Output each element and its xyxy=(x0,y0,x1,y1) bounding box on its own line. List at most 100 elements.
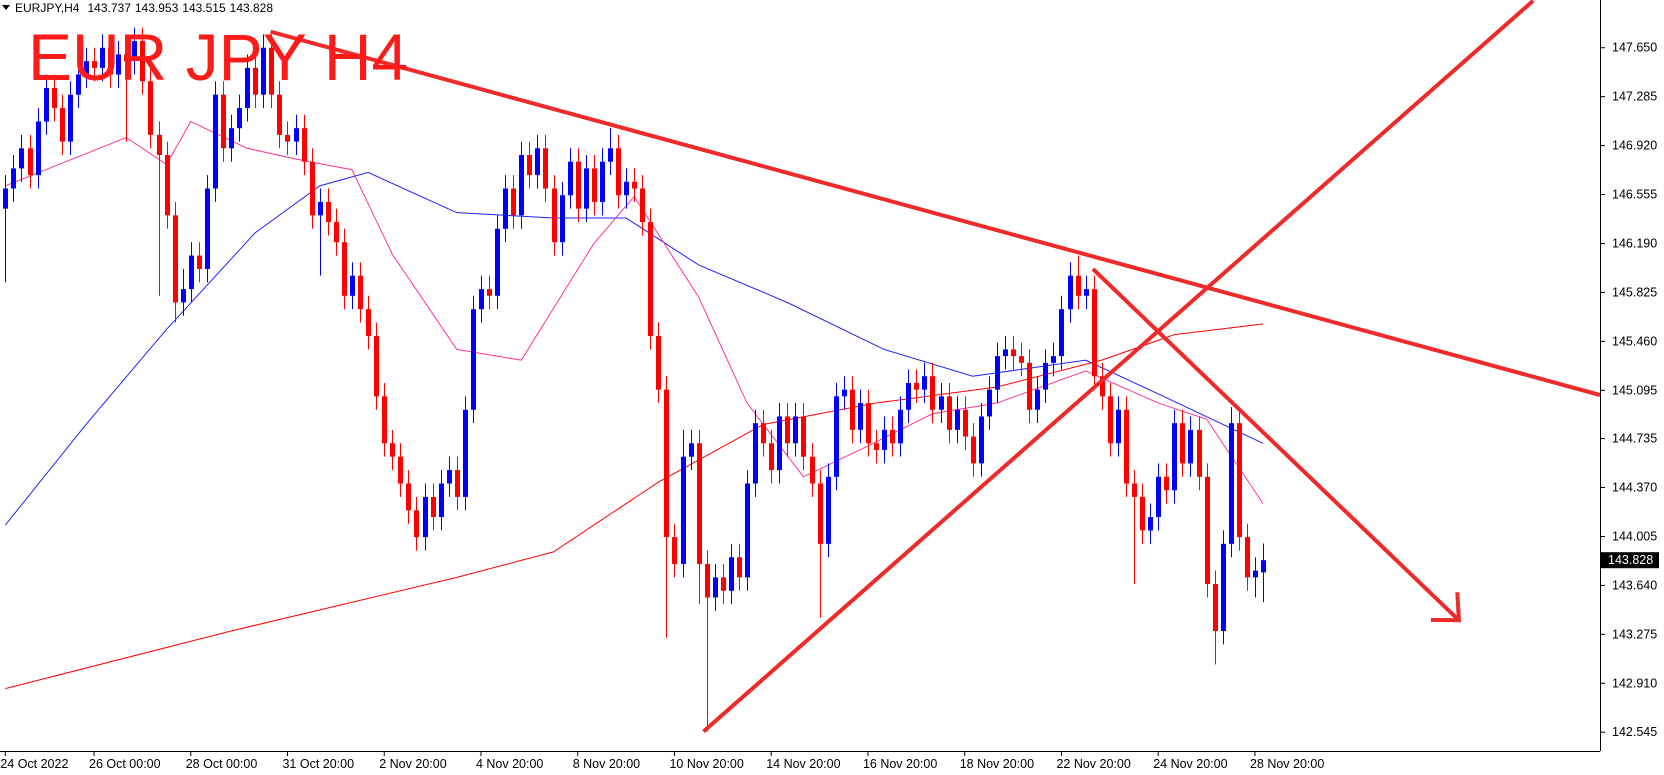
candle-body xyxy=(552,188,557,243)
candle-body xyxy=(1180,423,1185,464)
y-tick-label: 146.190 xyxy=(1612,236,1657,250)
candle-body xyxy=(689,443,694,457)
y-tick-label: 144.735 xyxy=(1612,432,1657,446)
candle-body xyxy=(1221,543,1226,631)
x-tick-label: 16 Nov 20:00 xyxy=(863,757,937,771)
candle-body xyxy=(721,577,726,591)
candle-body xyxy=(1245,537,1250,578)
y-tick-label: 145.825 xyxy=(1612,285,1657,299)
candle-body xyxy=(245,67,250,109)
x-tick-label: 28 Nov 20:00 xyxy=(1250,757,1324,771)
x-tick-label: 2 Nov 20:00 xyxy=(379,757,446,771)
candle-body xyxy=(455,470,460,497)
x-tick-label: 24 Nov 20:00 xyxy=(1153,757,1227,771)
candle-body xyxy=(28,148,33,176)
candle-body xyxy=(648,222,653,337)
arrow-head xyxy=(1430,592,1462,623)
candle-body xyxy=(834,396,839,477)
candle-body xyxy=(1059,309,1064,357)
candle-body xyxy=(1116,409,1121,444)
candle-body xyxy=(850,389,855,430)
candle-body xyxy=(1084,289,1089,296)
candle-body xyxy=(1156,476,1161,518)
candle-body xyxy=(1051,356,1056,363)
open-quote: 143.737 xyxy=(87,1,131,15)
y-tick-label: 143.640 xyxy=(1612,578,1657,592)
candle-body xyxy=(1011,349,1016,357)
candle-body xyxy=(1188,429,1193,464)
candle-body xyxy=(213,94,218,189)
candle-body xyxy=(108,47,113,75)
candle-body xyxy=(221,94,226,149)
candle-body xyxy=(302,128,307,162)
candle-body xyxy=(1043,362,1048,390)
candle-body xyxy=(374,336,379,397)
candle-body xyxy=(3,188,8,209)
y-tick-label: 142.545 xyxy=(1612,725,1657,739)
candle-body xyxy=(769,443,774,471)
candle-body xyxy=(84,61,89,75)
y-tick-label: 147.285 xyxy=(1612,90,1657,104)
candle-body xyxy=(44,87,49,122)
candle-body xyxy=(793,416,798,444)
x-tick-label: 10 Nov 20:00 xyxy=(669,757,743,771)
candle-body xyxy=(535,148,540,176)
candle-body xyxy=(672,537,677,564)
candle-body xyxy=(713,577,718,598)
y-tick-label: 142.910 xyxy=(1612,676,1657,690)
candle-body xyxy=(157,134,162,156)
moving-average xyxy=(5,323,1264,690)
candle-body xyxy=(1148,517,1153,531)
candle-body xyxy=(406,483,411,511)
candle-body xyxy=(414,510,419,538)
candle-body xyxy=(116,54,121,75)
close-quote: 143.828 xyxy=(230,1,274,15)
candle-body xyxy=(439,483,444,518)
menu-triangle[interactable] xyxy=(2,5,10,10)
candle-body xyxy=(955,409,960,430)
candle-body xyxy=(1124,409,1129,484)
candle-body xyxy=(866,403,871,444)
chart-title: EUR JPY H4 xyxy=(28,20,408,94)
candle-body xyxy=(1108,396,1113,444)
candle-body xyxy=(745,483,750,578)
candle-body xyxy=(632,181,637,189)
candle-body xyxy=(277,94,282,135)
candle-body xyxy=(979,416,984,464)
candle-body xyxy=(971,436,976,464)
candle-body xyxy=(947,396,952,430)
candle-body xyxy=(1197,429,1202,477)
candle-body xyxy=(898,409,903,444)
candle-body xyxy=(681,456,686,564)
symbol: EURJPY,H4 xyxy=(15,1,80,15)
x-tick-label: 14 Nov 20:00 xyxy=(766,757,840,771)
x-tick-label: 22 Nov 20:00 xyxy=(1056,757,1130,771)
candle-body xyxy=(181,289,186,303)
candle-body xyxy=(350,275,355,296)
y-tick-label: 145.460 xyxy=(1612,334,1657,348)
candle-body xyxy=(1132,483,1137,497)
candle-body xyxy=(390,443,395,457)
candle-body xyxy=(318,201,323,216)
candle-body xyxy=(1076,275,1081,296)
candle-body xyxy=(463,409,468,497)
candle-body xyxy=(939,396,944,410)
candle-body xyxy=(92,61,97,68)
candle-body xyxy=(1092,289,1097,377)
candle-body xyxy=(503,188,508,229)
candle-body xyxy=(874,443,879,450)
candle-body xyxy=(737,557,742,578)
candle-body xyxy=(68,94,73,142)
candle-body xyxy=(1027,362,1032,410)
candle-body xyxy=(890,429,895,444)
low-quote: 143.515 xyxy=(182,1,226,15)
plot-area xyxy=(3,0,1600,734)
candle-body xyxy=(326,201,331,223)
candle-body xyxy=(479,289,484,310)
y-tick-label: 144.005 xyxy=(1612,529,1657,543)
candle-body xyxy=(285,134,290,142)
candle-body xyxy=(124,54,129,62)
candle-body xyxy=(616,148,621,196)
